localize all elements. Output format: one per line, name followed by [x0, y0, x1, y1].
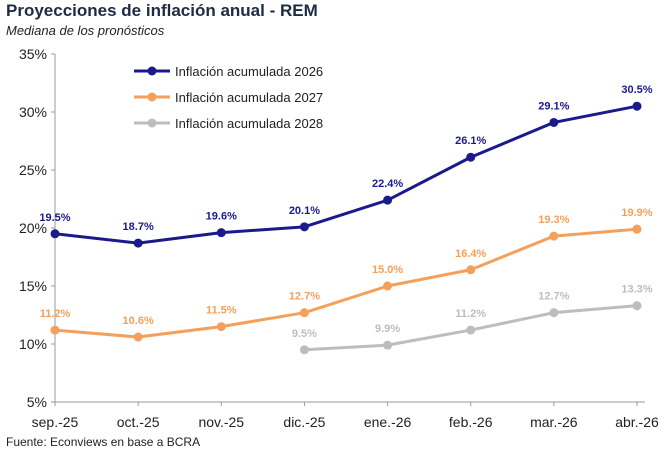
x-tick-label: mar.-26: [530, 414, 578, 430]
data-point: [632, 301, 642, 311]
data-label: 19.6%: [206, 211, 237, 223]
legend-swatch-marker: [147, 92, 157, 102]
data-label: 11.2%: [455, 308, 486, 320]
chart-series: 19.5% 18.7% 19.6% 20.1% 22.4% 26.1% 29.1% 30.5%…: [39, 84, 653, 355]
data-label: 10.6%: [123, 315, 154, 327]
data-point: [133, 238, 143, 248]
data-label: 26.1%: [455, 135, 486, 147]
data-point: [216, 228, 226, 238]
x-tick-label: abr.-26: [615, 414, 659, 430]
data-label: 11.2%: [40, 308, 71, 320]
data-point: [133, 332, 143, 342]
data-point: [383, 281, 393, 291]
data-label: 16.4%: [455, 248, 486, 260]
data-point: [299, 222, 309, 232]
x-tick-label: dic.-25: [283, 414, 325, 430]
data-label: 13.3%: [621, 284, 652, 296]
data-point: [466, 325, 476, 335]
data-point: [466, 152, 476, 162]
chart-title: Proyecciones de inflación anual - REM: [6, 1, 318, 20]
data-point: [632, 101, 642, 111]
y-tick-label: 20%: [19, 220, 47, 236]
legend-label: Inflación acumulada 2026: [175, 64, 323, 79]
data-point: [299, 345, 309, 355]
data-label: 19.9%: [621, 207, 652, 219]
chart-subtitle: Mediana de los pronósticos: [6, 23, 165, 38]
legend-swatch-marker: [147, 118, 157, 128]
data-label: 19.5%: [39, 212, 70, 224]
data-point: [216, 322, 226, 332]
chart-legend: Inflación acumulada 2026 Inflación acumul…: [134, 64, 323, 131]
series-line: [54, 104, 638, 245]
data-label: 9.9%: [375, 323, 400, 335]
data-label: 12.7%: [538, 291, 569, 303]
data-label: 29.1%: [538, 100, 569, 112]
data-point: [549, 117, 559, 127]
data-point: [466, 265, 476, 275]
legend-item-2: Inflación acumulada 2027: [134, 90, 323, 105]
data-label: 22.4%: [372, 178, 403, 190]
series-line: [54, 227, 638, 339]
x-tick-label: nov.-25: [198, 414, 244, 430]
y-tick-label: 25%: [19, 162, 47, 178]
x-tick-label: oct.-25: [117, 414, 160, 430]
x-tick-label: feb.-26: [449, 414, 493, 430]
data-label: 19.3%: [538, 214, 569, 226]
data-point: [383, 195, 393, 205]
legend-label: Inflación acumulada 2027: [175, 90, 323, 105]
y-tick-label: 30%: [19, 104, 47, 120]
y-tick-label: 35%: [19, 46, 47, 62]
source-note: Fuente: Econviews en base a BCRA: [6, 435, 201, 449]
series-2: 11.2% 10.6% 11.5% 12.7% 15.0% 16.4% 19.3% 19.9%: [40, 207, 653, 342]
legend-item-3: Inflación acumulada 2028: [134, 116, 323, 131]
data-point: [50, 229, 60, 239]
data-point: [50, 325, 60, 335]
data-label: 9.5%: [292, 328, 317, 340]
data-point: [549, 231, 559, 241]
x-tick-label: sep.-25: [32, 414, 79, 430]
data-point: [632, 224, 642, 234]
legend-swatch-marker: [147, 66, 157, 76]
chart-axes: 5% 10% 15% 20% 25% 30% 35% sep.-25 oct.-25 nov.-2…: [19, 46, 659, 430]
y-tick-label: 5%: [27, 394, 47, 410]
data-point: [383, 340, 393, 350]
data-label: 11.5%: [206, 305, 237, 317]
y-tick-label: 15%: [19, 278, 47, 294]
data-label: 20.1%: [289, 205, 320, 217]
y-tick-label: 10%: [19, 336, 47, 352]
data-label: 15.0%: [372, 264, 403, 276]
data-point: [299, 308, 309, 318]
data-label: 12.7%: [289, 291, 320, 303]
x-tick-label: ene.-26: [364, 414, 412, 430]
data-point: [549, 308, 559, 318]
data-label: 30.5%: [621, 84, 652, 96]
data-label: 18.7%: [123, 221, 154, 233]
series-3: 9.5% 9.9% 11.2% 12.7% 13.3%: [292, 284, 653, 355]
legend-label: Inflación acumulada 2028: [175, 116, 323, 131]
legend-item-1: Inflación acumulada 2026: [134, 64, 323, 79]
series-1: 19.5% 18.7% 19.6% 20.1% 22.4% 26.1% 29.1% 30.5%: [39, 84, 653, 248]
